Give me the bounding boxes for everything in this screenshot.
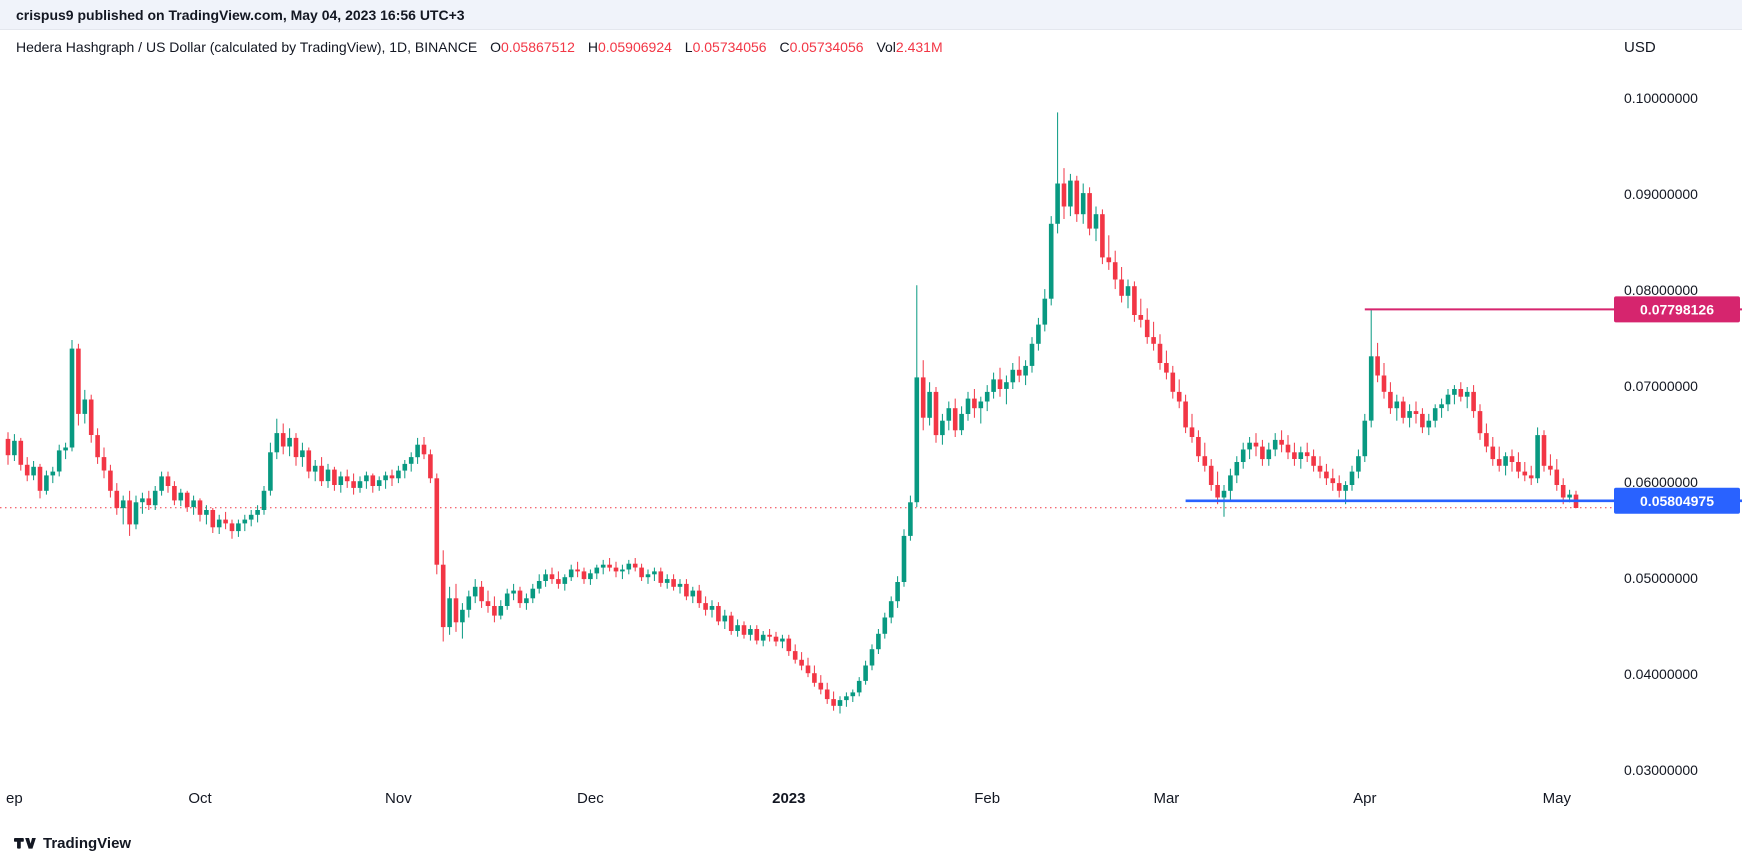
attribution-bar: crispus9 published on TradingView.com, M…: [0, 0, 1742, 30]
time-tick: Apr: [1353, 790, 1376, 807]
resistance-price-label: 0.07798126: [1614, 296, 1740, 323]
currency-label: USD: [1624, 39, 1656, 56]
time-axis[interactable]: [0, 780, 1612, 814]
time-tick: Mar: [1153, 790, 1179, 807]
time-tick: 2023: [772, 790, 805, 807]
time-tick: May: [1543, 790, 1572, 807]
price-tick: 0.10000000: [1624, 90, 1698, 106]
price-tick: 0.09000000: [1624, 186, 1698, 202]
price-axis[interactable]: [1612, 30, 1742, 819]
tradingview-brand-text[interactable]: TradingView: [43, 834, 132, 852]
open-label: O: [490, 39, 501, 55]
close-value: 0.05734056: [789, 39, 864, 55]
high-value: 0.05906924: [597, 39, 672, 55]
price-tick: 0.04000000: [1624, 666, 1698, 682]
price-tick: 0.05000000: [1624, 570, 1698, 586]
volume-value: 2.431M: [895, 39, 943, 55]
price-tick: 0.03000000: [1624, 762, 1698, 778]
time-tick: Oct: [188, 790, 212, 807]
attribution-text: crispus9 published on TradingView.com, M…: [16, 6, 465, 23]
candle-series: [5, 112, 1579, 714]
tradingview-footer[interactable]: TradingView: [14, 831, 131, 855]
time-tick: Dec: [577, 790, 604, 807]
price-tick: 0.07000000: [1624, 378, 1698, 394]
volume-label: Vol: [876, 39, 896, 55]
price-tick: 0.06000000: [1624, 474, 1698, 490]
open-value: 0.05867512: [500, 39, 575, 55]
low-label: L: [684, 39, 693, 55]
time-tick: ep: [6, 790, 23, 807]
symbol-title[interactable]: Hedera Hashgraph / US Dollar (calculated…: [16, 39, 478, 55]
low-value: 0.05734056: [692, 39, 767, 55]
tradingview-logo[interactable]: [14, 836, 36, 851]
support-price-label: 0.05804975: [1614, 487, 1740, 514]
high-label: H: [587, 39, 598, 55]
price-tick: 0.08000000: [1624, 282, 1698, 298]
time-tick: Nov: [385, 790, 412, 807]
chart-pane[interactable]: [0, 30, 1612, 819]
svg-text:0.07798126: 0.07798126: [1640, 301, 1714, 317]
close-label: C: [779, 39, 790, 55]
chart-legend: Hedera Hashgraph / US Dollar (calculated…: [16, 39, 943, 55]
time-tick: Feb: [974, 790, 1000, 807]
svg-text:0.05804975: 0.05804975: [1640, 493, 1714, 509]
